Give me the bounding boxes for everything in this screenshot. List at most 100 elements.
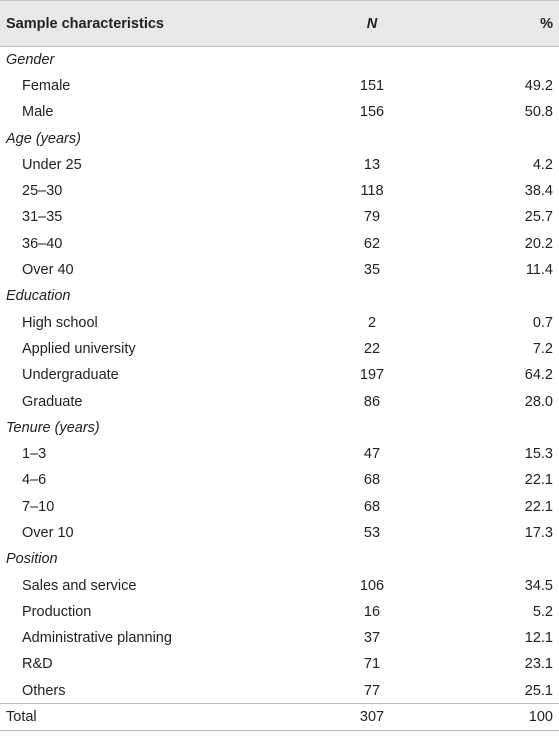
row-label: 25–30 [22,183,63,200]
data-row: Others 77 25.1 [0,678,559,704]
table-head: Sample characteristics N % [0,0,559,47]
row-label: Graduate [22,393,83,410]
percent-cell: 17.3 [524,524,553,541]
data-row: Applied university 22 7.2 [0,336,559,362]
row-label: 7–10 [22,498,55,515]
count-cell: 68 [363,472,381,489]
row-label: Over 40 [22,262,74,279]
data-row: Over 40 35 11.4 [0,257,559,283]
data-row: 36–40 62 20.2 [0,231,559,257]
row-label: Sales and service [22,577,137,594]
data-row: Administrative planning 37 12.1 [0,625,559,651]
percent-cell: 23.1 [524,656,553,673]
percent-cell: 22.1 [524,498,553,515]
percent-cell: 25.7 [524,209,553,226]
data-row: Production 16 5.2 [0,599,559,625]
count-cell: 197 [359,367,385,384]
row-label: Administrative planning [22,630,172,647]
group-label: Tenure (years) [6,419,100,436]
total-label: Total [0,703,322,731]
row-label: 36–40 [22,235,63,252]
percent-cell: 4.2 [532,156,553,173]
data-row: 4–6 68 22.1 [0,467,559,493]
count-cell: 62 [363,235,381,252]
percent-cell: 22.1 [524,472,553,489]
count-cell: 79 [363,209,381,226]
percent-cell: 28.0 [524,393,553,410]
table-body: Gender Female 151 49.2 Male 156 50.8 Age (years… [0,47,559,731]
data-row: 25–30 118 38.4 [0,178,559,204]
header-cell: N [322,0,422,47]
row-label: Undergraduate [22,367,119,384]
data-row: Under 25 13 4.2 [0,152,559,178]
total-percent: 100 [422,703,559,731]
group-row: Tenure (years) [0,415,559,441]
count-cell: 35 [363,262,381,279]
percent-cell: 50.8 [524,104,553,121]
row-label: Male [22,104,54,121]
percent-cell: 11.4 [525,262,553,279]
count-cell: 47 [363,446,381,463]
data-row: R&D 71 23.1 [0,651,559,677]
group-row: Age (years) [0,125,559,151]
data-row: Graduate 86 28.0 [0,388,559,414]
row-label: 31–35 [22,209,63,226]
count-cell: 2 [367,314,377,331]
group-label: Position [6,551,58,568]
percent-cell: 64.2 [524,367,553,384]
header-cell: Sample characteristics [0,0,322,47]
header-cell: % [422,0,559,47]
row-label: Female [22,77,71,94]
row-label: High school [22,314,98,331]
count-cell: 22 [363,340,381,357]
count-cell: 71 [363,656,381,673]
header-row: Sample characteristics N % [0,0,559,47]
percent-cell: 12.1 [524,630,553,647]
total-count: 307 [322,703,422,731]
count-cell: 106 [359,577,385,594]
group-label: Education [6,288,71,305]
percent-cell: 0.7 [532,314,553,331]
count-cell: 13 [363,156,381,173]
row-label: 1–3 [22,446,47,463]
percent-cell: 20.2 [524,235,553,252]
count-cell: 151 [359,77,385,94]
count-cell: 16 [363,603,381,620]
count-cell: 77 [363,682,381,699]
row-label: Others [22,682,66,699]
characteristics-table: Sample characteristics N % Gender Female 1… [0,0,559,731]
data-row: 7–10 68 22.1 [0,494,559,520]
percent-cell: 34.5 [524,577,553,594]
row-label: Under 25 [22,156,82,173]
data-row: 31–35 79 25.7 [0,204,559,230]
row-label: Production [22,603,92,620]
data-row: Female 151 49.2 [0,73,559,99]
percent-cell: 15.3 [524,446,553,463]
row-label: R&D [22,656,53,673]
row-label: Over 10 [22,524,74,541]
data-row: 1–3 47 15.3 [0,441,559,467]
data-row: Over 10 53 17.3 [0,520,559,546]
row-label: 4–6 [22,472,47,489]
count-cell: 53 [363,524,381,541]
percent-cell: 49.2 [524,77,553,94]
group-label: Gender [6,51,55,68]
count-cell: 156 [359,104,385,121]
percent-cell: 7.2 [532,340,553,357]
group-row: Position [0,546,559,572]
count-cell: 68 [363,498,381,515]
data-row: Male 156 50.8 [0,99,559,125]
percent-cell: 38.4 [524,183,553,200]
group-row: Gender [0,47,559,73]
total-row: Total 307 100 [0,703,559,731]
count-cell: 37 [363,630,381,647]
data-row: Sales and service 106 34.5 [0,572,559,598]
group-row: Education [0,283,559,309]
count-cell: 118 [360,183,384,200]
row-label: Applied university [22,340,136,357]
percent-cell: 25.1 [524,682,553,699]
data-row: High school 2 0.7 [0,309,559,335]
group-label: Age (years) [6,130,81,147]
percent-cell: 5.2 [532,603,553,620]
